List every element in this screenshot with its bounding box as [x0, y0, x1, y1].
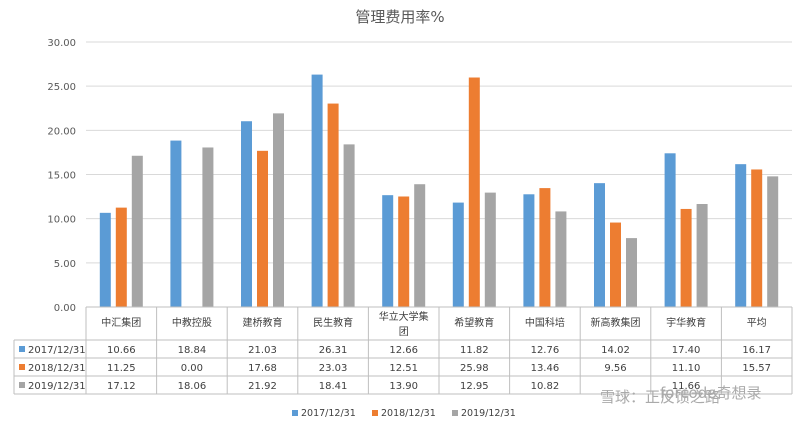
category-label: 中汇集团 [101, 316, 141, 329]
data-label: 12.76 [531, 345, 560, 356]
category-label: 民生教育 [313, 316, 353, 329]
bar-2019/12/31-宇华教育 [696, 204, 708, 307]
data-label: 21.92 [248, 381, 277, 392]
data-label: 25.98 [460, 363, 489, 374]
bar-2018/12/31-新高教集团 [610, 222, 621, 307]
bar-2019/12/31-希望教育 [484, 192, 496, 307]
data-label: 18.84 [178, 345, 207, 356]
bar-2017/12/31-中国科培 [523, 194, 535, 307]
legend-marker [292, 410, 298, 416]
bar-2019/12/31-平均 [767, 176, 779, 307]
category-label: 中国科培 [525, 316, 565, 329]
data-label: 26.31 [319, 345, 348, 356]
bar-2017/12/31-新高教集团 [594, 183, 605, 307]
bar-2018/12/31-平均 [751, 169, 763, 307]
data-label: 12.51 [389, 363, 418, 374]
y-tick-label: 15.00 [47, 171, 76, 182]
bar-2017/12/31-希望教育 [452, 202, 464, 307]
bar-2017/12/31-建桥教育 [241, 121, 252, 307]
table-series-name: 2018/12/31 [28, 363, 86, 374]
bar-2017/12/31-宇华教育 [664, 153, 676, 307]
legend-marker [372, 410, 378, 416]
y-tick-label: 20.00 [47, 126, 76, 137]
category-label: 平均 [747, 317, 767, 329]
category-label: 建桥教育 [243, 316, 283, 329]
table-series-name: 2019/12/31 [28, 381, 86, 392]
bar-2018/12/31-希望教育 [468, 77, 480, 307]
watermark-logo-text: forcode奇想录 [660, 384, 761, 402]
table-series-name: 2017/12/31 [28, 345, 86, 356]
table-series-marker [19, 382, 25, 388]
data-label: 17.12 [107, 381, 136, 392]
legend: 2017/12/31 2018/12/31 2019/12/31 [292, 408, 516, 419]
watermark-text: 雪球：正反馈之路 [600, 388, 720, 406]
bars [99, 74, 779, 308]
bar-2018/12/31-华立大学集团 [398, 196, 410, 307]
data-label: 0.00 [181, 363, 203, 374]
watermark: 雪球：正反馈之路 forcode奇想录 [600, 384, 761, 406]
bar-2019/12/31-中汇集团 [131, 155, 143, 307]
data-label: 11.10 [672, 363, 701, 374]
data-label: 17.40 [672, 345, 701, 356]
y-axis: 0.00 5.00 10.00 15.00 20.00 25.00 30.00 [47, 38, 76, 314]
bar-2017/12/31-华立大学集团 [382, 195, 394, 307]
data-label: 11.66 [672, 381, 701, 392]
data-label: 12.95 [460, 381, 489, 392]
data-label: 10.66 [107, 345, 136, 356]
data-label: 18.06 [178, 381, 207, 392]
category-label: 新高教集团 [591, 316, 641, 329]
bar-2018/12/31-民生教育 [327, 103, 339, 308]
data-label: 14.02 [601, 345, 630, 356]
y-tick-label: 0.00 [54, 303, 76, 314]
data-label: 11.25 [107, 363, 136, 374]
y-tick-label: 10.00 [47, 215, 76, 226]
data-label: 11.82 [460, 345, 489, 356]
data-label: 15.57 [742, 363, 771, 374]
data-label: 23.03 [319, 363, 348, 374]
bar-2019/12/31-中教控股 [202, 147, 214, 307]
y-tick-label: 25.00 [47, 82, 76, 93]
bar-2019/12/31-建桥教育 [273, 113, 284, 307]
y-tick-label: 5.00 [54, 259, 76, 270]
legend-label: 2018/12/31 [381, 408, 436, 419]
bar-2019/12/31-中国科培 [555, 211, 567, 307]
bar-2017/12/31-民生教育 [311, 74, 323, 307]
bar-2018/12/31-中汇集团 [115, 207, 127, 307]
bar-2018/12/31-建桥教育 [257, 150, 268, 307]
bar-2018/12/31-宇华教育 [680, 208, 692, 307]
category-label: 希望教育 [454, 316, 494, 329]
table-series-marker [19, 346, 25, 352]
category-label: 中教控股 [172, 316, 212, 329]
data-label: 21.03 [248, 345, 277, 356]
category-label: 宇华教育 [666, 316, 706, 329]
bar-2017/12/31-中教控股 [170, 140, 182, 307]
bar-2017/12/31-中汇集团 [99, 212, 111, 307]
data-label: 16.17 [742, 345, 771, 356]
category-label: 团 [399, 326, 409, 338]
data-label: 12.66 [389, 345, 418, 356]
bar-2018/12/31-中国科培 [539, 188, 551, 307]
data-label: 17.68 [248, 363, 277, 374]
bar-2019/12/31-新高教集团 [626, 238, 637, 307]
bar-2019/12/31-民生教育 [343, 144, 355, 307]
data-label: 9.56 [604, 363, 626, 374]
data-label: 13.46 [531, 363, 560, 374]
data-label: 18.41 [319, 381, 348, 392]
bar-2019/12/31-华立大学集团 [414, 184, 426, 307]
data-label: 10.82 [531, 381, 560, 392]
category-label: 华立大学集 [379, 310, 429, 323]
chart-title: 管理费用率% [355, 8, 444, 26]
legend-label: 2017/12/31 [301, 408, 356, 419]
bar-2017/12/31-平均 [735, 164, 747, 307]
legend-marker [452, 410, 458, 416]
y-tick-label: 30.00 [47, 38, 76, 49]
data-label: 13.90 [389, 381, 418, 392]
table-series-marker [19, 364, 25, 370]
legend-label: 2019/12/31 [461, 408, 516, 419]
